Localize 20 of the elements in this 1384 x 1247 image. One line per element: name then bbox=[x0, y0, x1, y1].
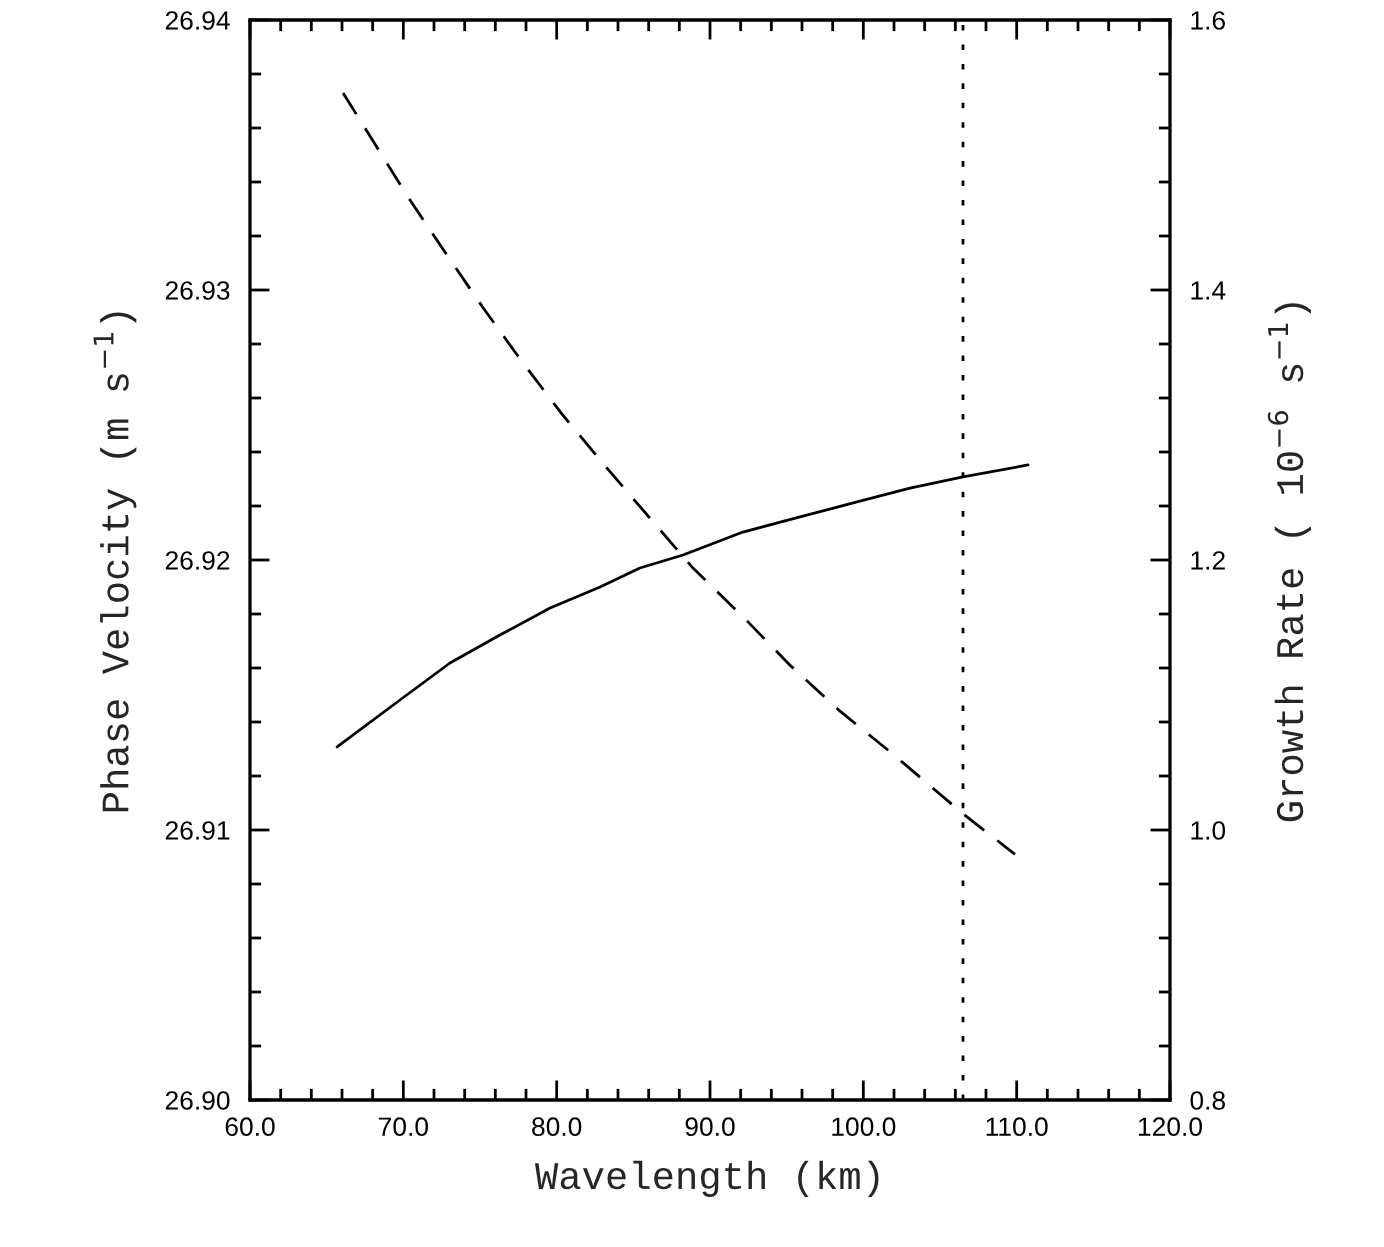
y-tick-label: 26.91 bbox=[165, 821, 230, 840]
x-tick-label: 60.0 bbox=[225, 1117, 275, 1137]
y2-tick-label: 1.6 bbox=[1191, 11, 1225, 30]
x-tick-label: 120.0 bbox=[1139, 1117, 1202, 1137]
y-tick-label: 26.92 bbox=[165, 551, 230, 570]
y2-tick-label: 1.2 bbox=[1191, 551, 1225, 570]
x-tick-label: 90.0 bbox=[685, 1117, 735, 1137]
y2-axis-title: Growth Rate ( 10$^{−6}$ s$^{−1}$) bbox=[1267, 303, 1311, 822]
x-tick-label: 70.0 bbox=[379, 1117, 428, 1137]
y2-tick-label: 0.8 bbox=[1190, 1091, 1225, 1110]
y-axis-title: Phase Velocity (m s$^{−1}$) bbox=[93, 312, 137, 812]
y-tick-label: 26.94 bbox=[165, 11, 230, 30]
x-axis-title: Wavelength (km) bbox=[534, 1160, 879, 1197]
y-tick-label: 26.93 bbox=[165, 281, 230, 300]
y-tick-label: 26.90 bbox=[165, 1091, 230, 1110]
y2-tick-label: 1.0 bbox=[1191, 821, 1226, 840]
y2-tick-label: 1.4 bbox=[1191, 281, 1226, 300]
x-tick-label: 80.0 bbox=[532, 1117, 582, 1137]
x-tick-label: 100.0 bbox=[832, 1117, 896, 1137]
x-tick-label: 110.0 bbox=[986, 1117, 1048, 1137]
